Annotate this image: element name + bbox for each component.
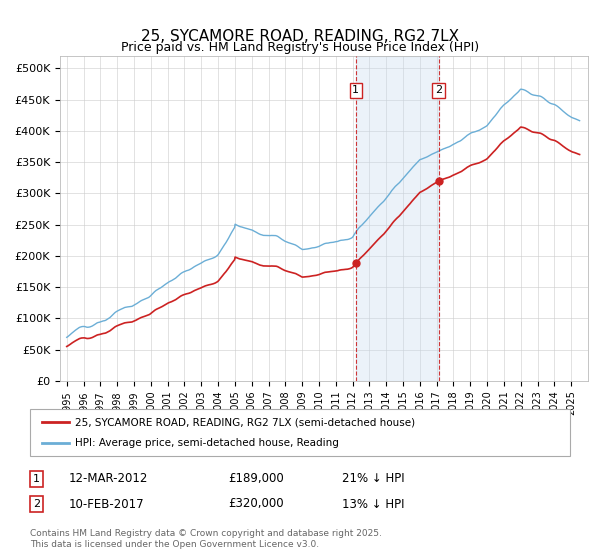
Text: Contains HM Land Registry data © Crown copyright and database right 2025.
This d: Contains HM Land Registry data © Crown c… bbox=[30, 529, 382, 549]
Text: 1: 1 bbox=[352, 85, 359, 95]
Text: £189,000: £189,000 bbox=[228, 472, 284, 486]
Text: 2: 2 bbox=[435, 85, 442, 95]
Text: 21% ↓ HPI: 21% ↓ HPI bbox=[342, 472, 404, 486]
Text: HPI: Average price, semi-detached house, Reading: HPI: Average price, semi-detached house,… bbox=[75, 438, 339, 448]
Text: 12-MAR-2012: 12-MAR-2012 bbox=[69, 472, 148, 486]
Bar bbox=[356, 56, 439, 381]
Text: 2: 2 bbox=[33, 499, 40, 509]
Text: 25, SYCAMORE ROAD, READING, RG2 7LX: 25, SYCAMORE ROAD, READING, RG2 7LX bbox=[141, 29, 459, 44]
Text: 25, SYCAMORE ROAD, READING, RG2 7LX (semi-detached house): 25, SYCAMORE ROAD, READING, RG2 7LX (sem… bbox=[75, 417, 415, 427]
Text: 1: 1 bbox=[33, 474, 40, 484]
Text: Price paid vs. HM Land Registry's House Price Index (HPI): Price paid vs. HM Land Registry's House … bbox=[121, 41, 479, 54]
Text: £320,000: £320,000 bbox=[228, 497, 284, 511]
Text: 13% ↓ HPI: 13% ↓ HPI bbox=[342, 497, 404, 511]
Text: 10-FEB-2017: 10-FEB-2017 bbox=[69, 497, 145, 511]
